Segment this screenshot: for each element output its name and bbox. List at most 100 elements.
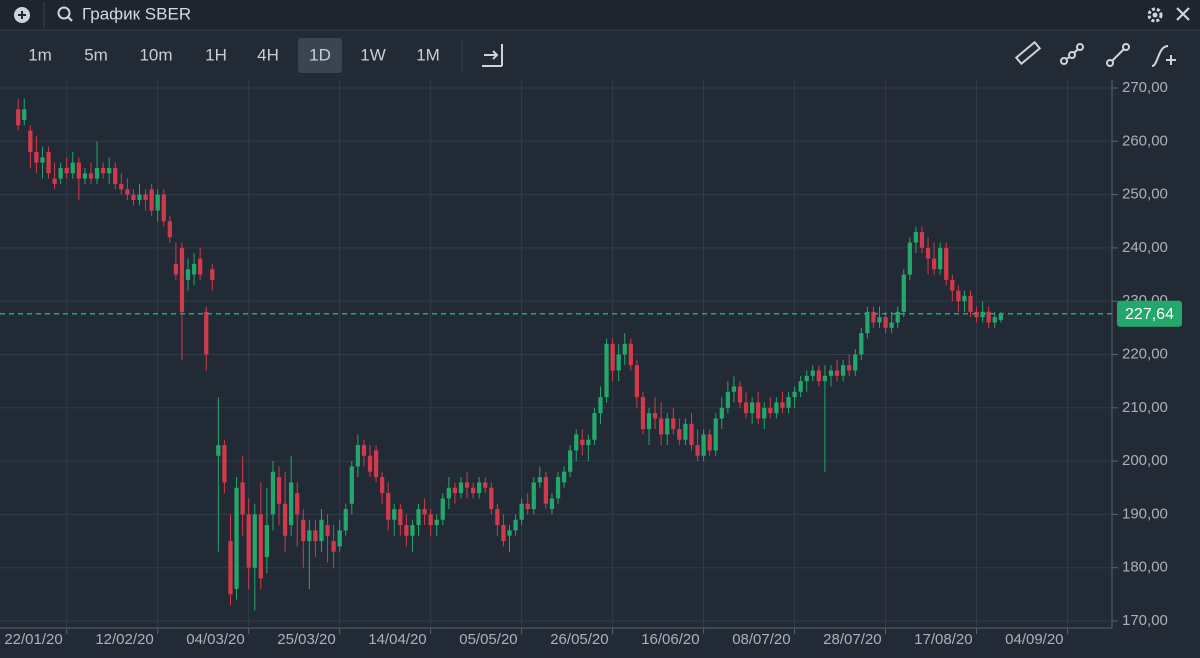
interval-button[interactable]: 4H — [257, 45, 279, 64]
candle-body — [646, 413, 652, 430]
candle-body — [295, 493, 300, 515]
candle-body — [380, 477, 385, 494]
candle-body — [938, 247, 943, 270]
candle-body — [325, 525, 330, 536]
candle-body — [992, 317, 997, 323]
candle-body — [428, 514, 433, 526]
candle-body — [786, 397, 791, 408]
candle-body — [282, 503, 288, 536]
interval-button[interactable]: 1D — [309, 45, 331, 64]
add-button[interactable] — [14, 7, 30, 23]
candle-body — [792, 391, 797, 398]
candle-body — [840, 365, 846, 376]
candle-body — [586, 439, 591, 446]
candle-body — [816, 370, 821, 382]
interval-button[interactable]: 1H — [205, 45, 227, 64]
candle-body — [543, 477, 549, 504]
candle-body — [210, 269, 215, 280]
y-tick-label: 190,00 — [1122, 505, 1168, 522]
candle-body — [525, 503, 530, 510]
candle-body — [477, 482, 482, 494]
candle-body — [501, 525, 506, 542]
candle-body — [652, 413, 658, 419]
search-icon[interactable] — [57, 6, 73, 22]
interval-button[interactable]: 1M — [416, 45, 440, 64]
x-tick-label: 05/05/20 — [459, 631, 517, 648]
candle-body — [568, 450, 573, 472]
candle-body — [944, 247, 949, 280]
candle-body — [822, 375, 828, 382]
candle-body — [495, 509, 500, 526]
interval-button[interactable]: 10m — [139, 45, 172, 64]
candle-body — [264, 525, 270, 558]
candle-body — [956, 290, 961, 302]
candle-body — [677, 429, 682, 440]
candle-body — [131, 194, 136, 200]
candle-body — [289, 482, 294, 526]
candle-body — [392, 509, 397, 520]
candle-body — [483, 482, 488, 488]
candle-body — [149, 189, 154, 211]
candle-body — [713, 418, 718, 451]
candle-body — [537, 477, 542, 483]
candle-body — [592, 413, 597, 440]
candle-body — [234, 487, 239, 590]
interval-button[interactable]: 1W — [360, 45, 386, 64]
candle-body — [204, 311, 209, 355]
candle-body — [313, 530, 318, 542]
active-interval-bg — [298, 38, 342, 73]
candle-body — [604, 343, 609, 398]
candle-body — [64, 167, 69, 174]
y-tick-label: 170,00 — [1122, 612, 1168, 629]
settings-button[interactable] — [1147, 7, 1163, 23]
trend-tool[interactable] — [1060, 43, 1084, 65]
candle-body — [258, 514, 263, 579]
candle-body — [100, 167, 106, 174]
candle-body — [689, 423, 694, 446]
header-title[interactable]: График SBER — [82, 4, 191, 23]
candle-body — [731, 386, 737, 392]
candle-body — [422, 509, 427, 515]
candle-body — [137, 194, 142, 200]
candle-body — [464, 482, 470, 488]
y-tick-label: 210,00 — [1122, 399, 1168, 416]
candle-body — [331, 541, 336, 552]
candle-body — [161, 194, 166, 222]
candle-body — [871, 311, 876, 323]
x-tick-label: 16/06/20 — [641, 631, 699, 648]
candle-body — [719, 407, 724, 419]
candle-body — [470, 487, 476, 494]
candle-body — [950, 279, 955, 291]
candle-body — [143, 194, 148, 200]
candle-body — [925, 247, 931, 259]
line-tool[interactable] — [1106, 43, 1130, 67]
candle-body — [367, 455, 373, 472]
indicator-tool[interactable] — [1151, 45, 1176, 67]
candle-body — [222, 445, 227, 483]
interval-button[interactable]: 1m — [28, 45, 52, 64]
y-tick-label: 250,00 — [1122, 186, 1168, 203]
candle-body — [167, 221, 172, 238]
go-to-end-button[interactable] — [482, 44, 503, 67]
candle-body — [240, 482, 245, 515]
interval-button[interactable]: 5m — [84, 45, 108, 64]
close-button[interactable] — [1176, 7, 1190, 21]
candle-body — [810, 370, 815, 376]
candle-body — [22, 109, 27, 120]
candle-body — [574, 434, 579, 451]
candle-body — [877, 317, 882, 323]
candle-body — [665, 418, 670, 435]
candle-body — [452, 487, 458, 494]
candle-body — [901, 274, 906, 312]
y-tick-label: 260,00 — [1122, 132, 1168, 149]
candle-body — [185, 269, 191, 280]
candle-body — [671, 418, 676, 430]
candle-body — [865, 311, 870, 334]
candle-body — [125, 189, 130, 195]
x-tick-label: 04/03/20 — [186, 631, 244, 648]
ruler-tool[interactable] — [1014, 40, 1042, 66]
candle-body — [598, 397, 603, 414]
candle-body — [94, 167, 100, 179]
